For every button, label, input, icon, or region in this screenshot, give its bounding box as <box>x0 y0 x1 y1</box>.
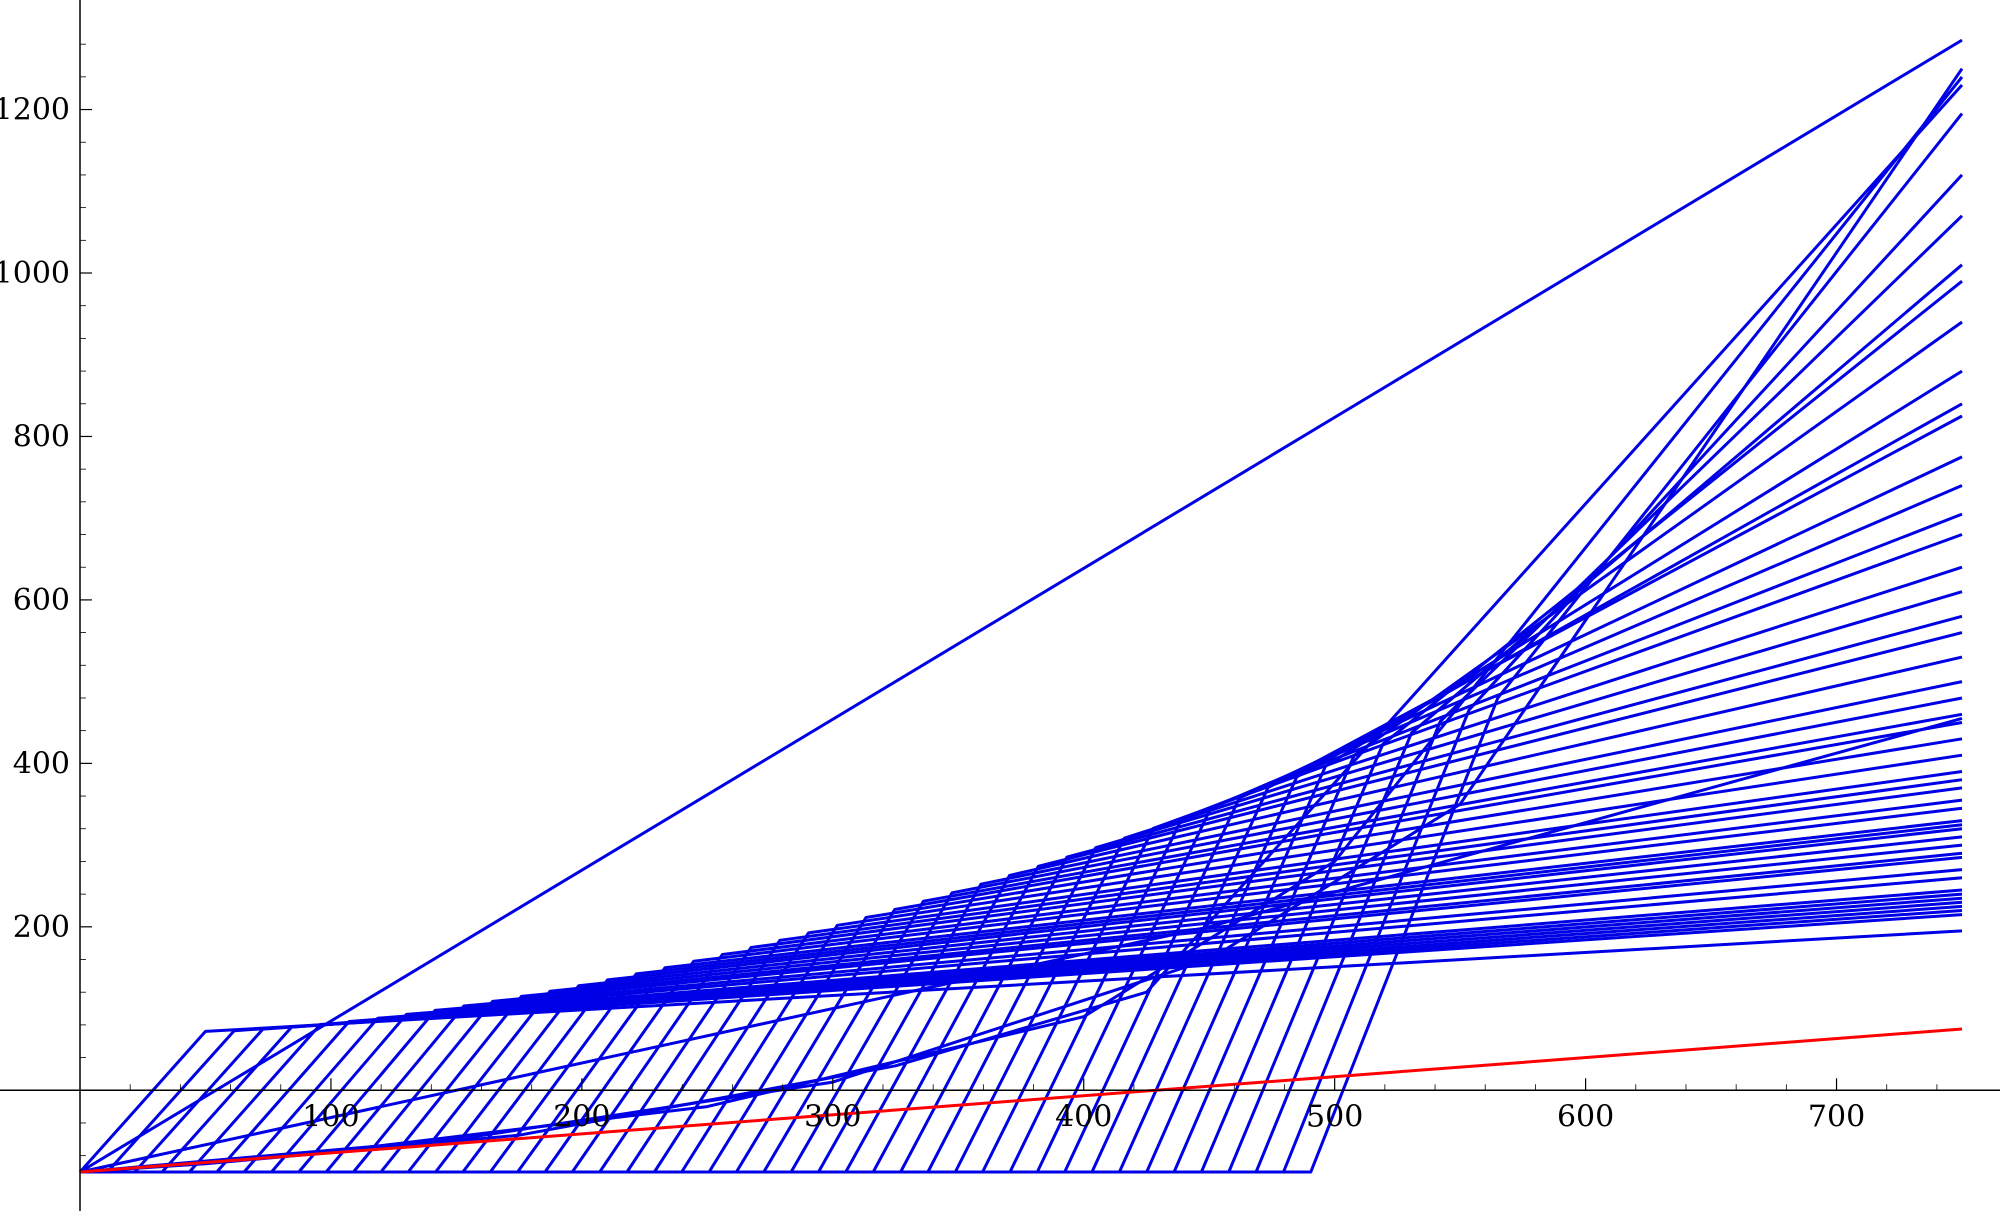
x-tick-label: 400 <box>1055 1099 1112 1134</box>
x-tick-label: 500 <box>1306 1099 1363 1134</box>
x-tick-label: 300 <box>804 1099 861 1134</box>
fan-line-46 <box>80 112 1964 1174</box>
fan-line-38 <box>80 414 1963 1174</box>
plot-lines <box>78 38 1964 1174</box>
y-tick-label: 1000 <box>0 256 70 291</box>
x-tick-label: 200 <box>553 1099 610 1134</box>
fan-line-33 <box>80 565 1963 1174</box>
fan-line-36 <box>80 484 1963 1174</box>
fan-line-20 <box>80 786 1963 1174</box>
y-tick-label: 600 <box>13 583 70 618</box>
fan-line-39 <box>80 402 1963 1174</box>
y-tick-label: 400 <box>13 746 70 781</box>
fan-line-42 <box>80 280 1963 1174</box>
fan-line-1 <box>78 929 1963 1173</box>
extra-line-2 <box>79 83 1964 1174</box>
x-tick-label: 100 <box>302 1099 359 1134</box>
extra-line-1 <box>79 38 1963 1174</box>
reference-line <box>79 1027 1963 1174</box>
x-tick-label: 700 <box>1808 1099 1865 1134</box>
x-tick-label: 600 <box>1557 1099 1614 1134</box>
extra-line-4 <box>79 67 1964 1174</box>
y-tick-label: 800 <box>13 419 70 454</box>
y-tick-label: 200 <box>13 910 70 945</box>
y-tick-label: 1200 <box>0 93 70 128</box>
